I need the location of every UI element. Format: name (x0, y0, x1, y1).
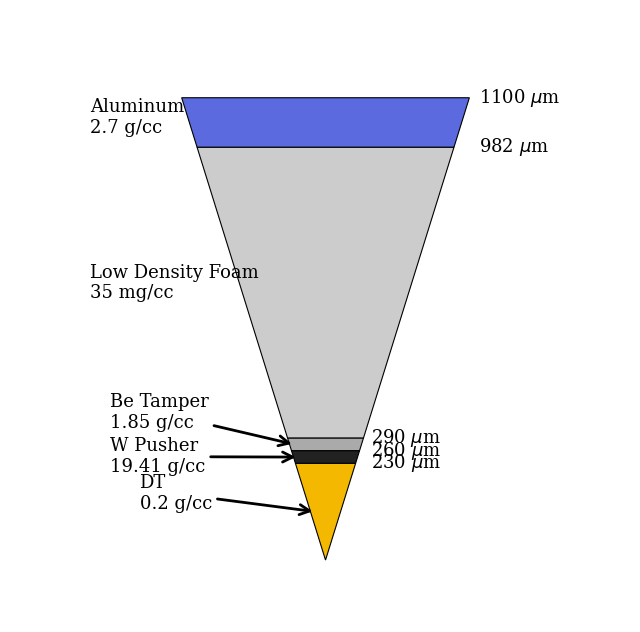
Text: Low Density Foam
35 mg/cc: Low Density Foam 35 mg/cc (90, 264, 259, 303)
Polygon shape (287, 438, 364, 451)
Text: Be Tamper
1.85 g/cc: Be Tamper 1.85 g/cc (110, 394, 289, 446)
Text: 290 $\mu$m: 290 $\mu$m (371, 427, 440, 449)
Text: Aluminum
2.7 g/cc: Aluminum 2.7 g/cc (90, 98, 184, 137)
Polygon shape (182, 98, 469, 147)
Text: 230 $\mu$m: 230 $\mu$m (371, 453, 441, 475)
Text: W Pusher
19.41 g/cc: W Pusher 19.41 g/cc (110, 437, 292, 476)
Polygon shape (296, 463, 356, 560)
Polygon shape (292, 451, 360, 463)
Text: 1100 $\mu$m: 1100 $\mu$m (479, 87, 561, 109)
Text: 982 $\mu$m: 982 $\mu$m (479, 137, 549, 159)
Text: 260 $\mu$m: 260 $\mu$m (371, 440, 441, 462)
Text: DT
0.2 g/cc: DT 0.2 g/cc (140, 474, 310, 514)
Polygon shape (197, 147, 454, 438)
